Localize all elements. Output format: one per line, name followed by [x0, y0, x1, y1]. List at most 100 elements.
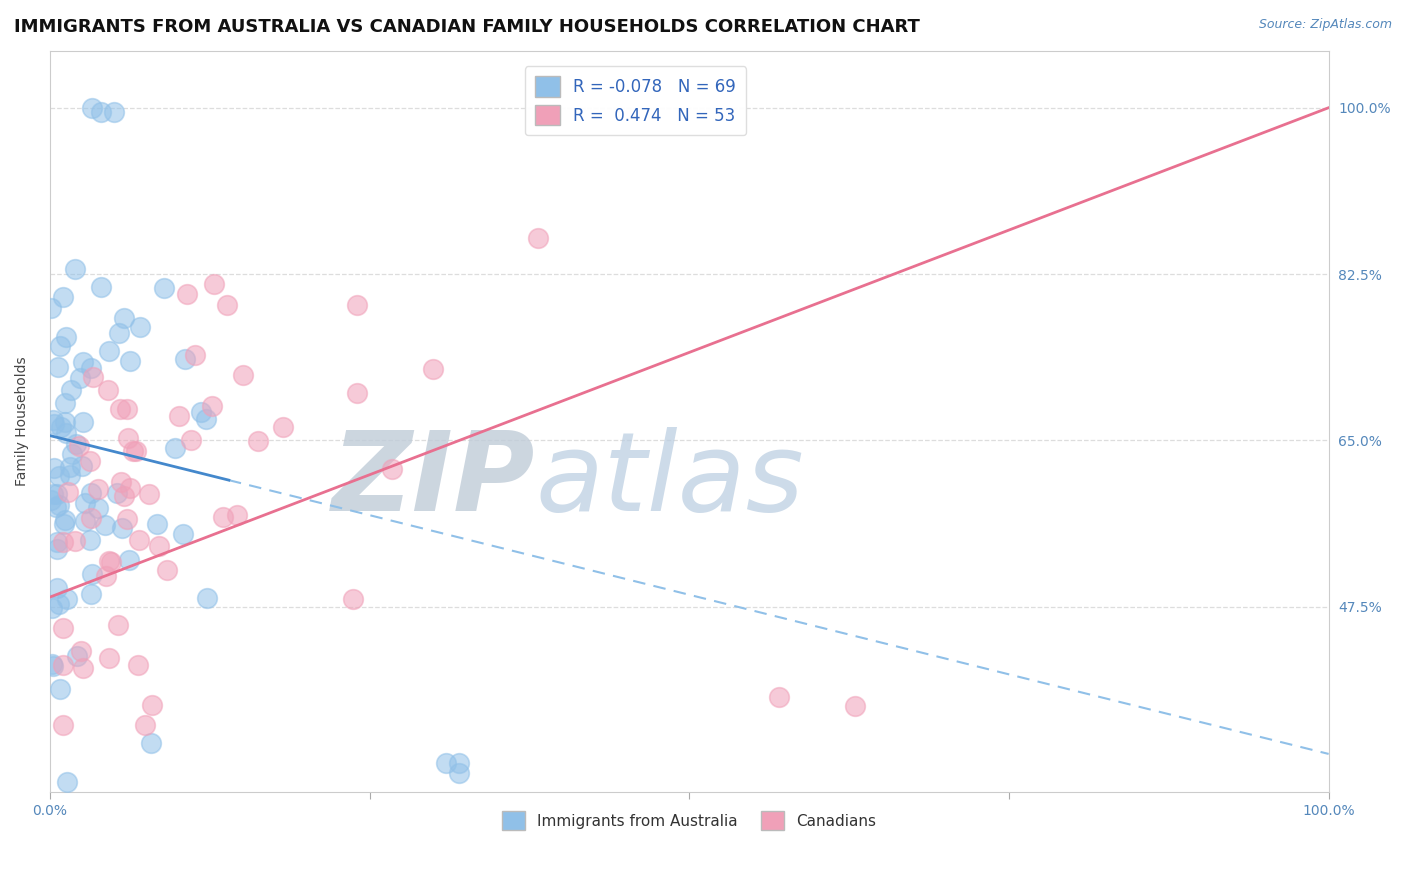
- Point: [146, 516, 169, 531]
- Point: [46, 541, 69, 556]
- Point: [52, 621, 75, 635]
- Point: [768, 690, 790, 704]
- Point: [247, 434, 270, 448]
- Point: [69, 644, 91, 658]
- Point: [94, 517, 117, 532]
- Point: [72, 661, 94, 675]
- Point: [105, 486, 128, 500]
- Point: [128, 319, 150, 334]
- Point: [125, 443, 148, 458]
- Point: [195, 411, 218, 425]
- Point: [447, 756, 470, 771]
- Point: [173, 351, 195, 366]
- Point: [80, 566, 103, 581]
- Point: [72, 355, 94, 369]
- Point: [66, 649, 89, 664]
- Point: [46, 360, 69, 375]
- Point: [44, 417, 66, 431]
- Point: [117, 431, 139, 445]
- Point: [73, 496, 96, 510]
- Point: [112, 310, 135, 325]
- Point: [80, 361, 103, 376]
- Point: [98, 650, 121, 665]
- Point: [138, 487, 160, 501]
- Point: [41, 492, 63, 507]
- Point: [90, 105, 112, 120]
- Point: [53, 517, 76, 532]
- Point: [120, 481, 142, 495]
- Point: [45, 535, 67, 549]
- Point: [82, 101, 104, 115]
- Point: [128, 533, 150, 547]
- Point: [107, 618, 129, 632]
- Text: ZIP: ZIP: [332, 427, 536, 534]
- Point: [118, 553, 141, 567]
- Point: [107, 326, 129, 340]
- Point: [527, 231, 550, 245]
- Point: [53, 415, 76, 429]
- Point: [79, 533, 101, 547]
- Text: IMMIGRANTS FROM AUSTRALIA VS CANADIAN FAMILY HOUSEHOLDS CORRELATION CHART: IMMIGRANTS FROM AUSTRALIA VS CANADIAN FA…: [14, 18, 920, 36]
- Point: [48, 681, 70, 696]
- Point: [80, 485, 103, 500]
- Point: [56, 591, 79, 606]
- Point: [226, 508, 249, 522]
- Point: [41, 659, 63, 673]
- Text: Source: ZipAtlas.com: Source: ZipAtlas.com: [1258, 18, 1392, 31]
- Point: [195, 591, 218, 606]
- Point: [165, 441, 187, 455]
- Y-axis label: Family Households: Family Households: [15, 357, 30, 486]
- Point: [141, 698, 163, 712]
- Point: [45, 500, 67, 514]
- Point: [115, 511, 138, 525]
- Point: [69, 371, 91, 385]
- Point: [381, 462, 404, 476]
- Point: [112, 489, 135, 503]
- Point: [134, 718, 156, 732]
- Point: [100, 555, 122, 569]
- Point: [42, 461, 65, 475]
- Point: [211, 510, 233, 524]
- Point: [79, 587, 101, 601]
- Point: [87, 501, 110, 516]
- Point: [53, 513, 76, 527]
- Point: [103, 105, 125, 120]
- Point: [42, 413, 65, 427]
- Point: [52, 290, 75, 304]
- Point: [271, 420, 294, 434]
- Point: [139, 736, 162, 750]
- Point: [176, 287, 198, 301]
- Point: [94, 569, 117, 583]
- Point: [82, 369, 104, 384]
- Point: [121, 443, 143, 458]
- Point: [447, 766, 470, 780]
- Point: [70, 458, 93, 473]
- Point: [53, 396, 76, 410]
- Point: [180, 433, 202, 447]
- Point: [59, 383, 82, 397]
- Point: [48, 498, 70, 512]
- Point: [63, 261, 86, 276]
- Point: [172, 526, 194, 541]
- Point: [115, 401, 138, 416]
- Point: [58, 459, 80, 474]
- Point: [148, 540, 170, 554]
- Point: [342, 591, 364, 606]
- Point: [127, 658, 149, 673]
- Point: [48, 469, 70, 483]
- Point: [72, 415, 94, 429]
- Point: [346, 385, 368, 400]
- Text: atlas: atlas: [536, 427, 804, 534]
- Point: [87, 483, 110, 497]
- Legend: Immigrants from Australia, Canadians: Immigrants from Australia, Canadians: [496, 805, 882, 836]
- Point: [42, 487, 65, 501]
- Point: [59, 468, 82, 483]
- Point: [184, 347, 207, 361]
- Point: [48, 597, 70, 611]
- Point: [79, 454, 101, 468]
- Point: [217, 298, 239, 312]
- Point: [118, 354, 141, 368]
- Point: [49, 419, 72, 434]
- Point: [52, 718, 75, 732]
- Point: [49, 339, 72, 353]
